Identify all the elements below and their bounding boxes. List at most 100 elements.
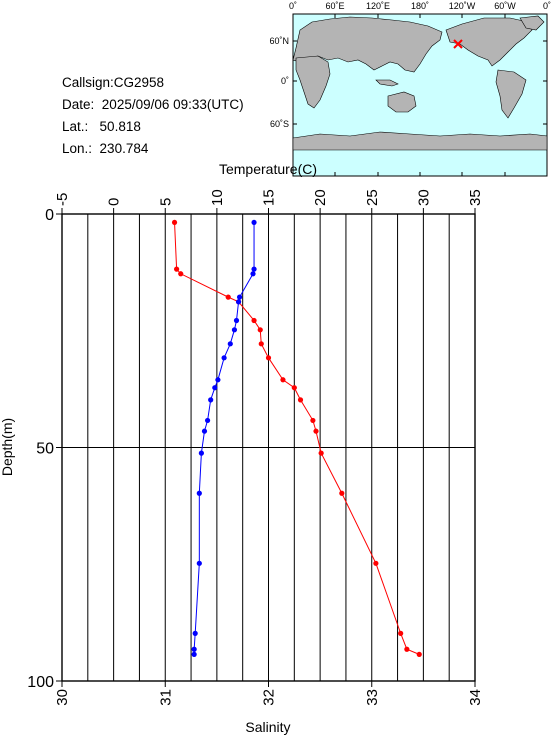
salinity-tick-label: 33: [364, 689, 381, 706]
chart-series: [171, 219, 422, 657]
plot-frame: [61, 213, 476, 682]
temperature-profile-line: [174, 222, 420, 655]
map-lon-tick-6: 0˚: [543, 1, 551, 11]
salinity-data-point: [251, 219, 257, 226]
station-info: Callsign:CG2958 Date: 2025/09/06 09:33(U…: [62, 72, 244, 160]
salinity-profile-line: [193, 222, 255, 655]
station-marker: [453, 39, 463, 49]
temperature-data-point: [265, 355, 272, 361]
salinity-data-point: [198, 450, 204, 456]
temperature-data-point: [171, 219, 178, 226]
depth-tick-label: 0: [45, 207, 54, 224]
map-land: [292, 15, 548, 151]
map-lat-tick-2: 60˚S: [270, 119, 289, 129]
location-map: 0˚ 60˚E 120˚E 180˚ 120˚W 60˚W 0˚ 60˚N 0˚…: [269, 1, 551, 177]
salinity-data-point: [192, 630, 198, 636]
map-lon-tick-3: 180˚: [411, 1, 429, 11]
date-label: Date:: [62, 97, 95, 112]
station-marker-stroke-b: [453, 39, 463, 49]
salinity-data-point: [191, 651, 197, 657]
temperature-data-point: [258, 341, 264, 347]
land-indonesia: [375, 79, 399, 87]
lon-label: Lon.:: [62, 141, 93, 156]
land-south-america: [495, 69, 527, 119]
temperature-data-point: [280, 377, 286, 383]
map-lat-tick-1: 0˚: [281, 76, 289, 86]
temperature-data-point: [297, 397, 304, 403]
temperature-data-point: [291, 385, 297, 391]
map-lon-tick-4: 120˚W: [449, 1, 476, 11]
callsign-value: CG2958: [113, 75, 165, 90]
map-lat-ticks: 60˚N 0˚ 60˚S: [269, 36, 289, 129]
lon-line: Lon.: 230.784: [62, 138, 244, 160]
salinity-data-point: [196, 490, 202, 496]
map-tick-marks: [292, 14, 548, 176]
temperature-data-point: [257, 327, 263, 333]
callsign-line: Callsign:CG2958: [62, 72, 244, 94]
salinity-data-point: [251, 266, 257, 272]
map-lon-tick-5: 60˚W: [494, 1, 516, 11]
temperature-data-point: [310, 417, 316, 424]
chart-grid: [62, 214, 475, 681]
lat-line: Lat.: 50.818: [62, 116, 244, 138]
callsign-label: Callsign:: [62, 75, 114, 90]
land-africa: [295, 55, 331, 109]
temperature-data-point: [339, 490, 345, 496]
map-lon-ticks: 0˚ 60˚E 120˚E 180˚ 120˚W 60˚W 0˚: [289, 1, 551, 11]
land-australia: [387, 91, 417, 113]
temperature-tick-label: 25: [364, 189, 381, 206]
salinity-data-point: [250, 271, 256, 277]
map-lon-tick-1: 60˚E: [325, 1, 344, 11]
salinity-axis-label: Salinity: [245, 719, 290, 735]
map-lat-tick-0: 60˚N: [269, 36, 289, 46]
date-line: Date: 2025/09/06 09:33(UTC): [62, 94, 244, 116]
land-antarctica: [292, 131, 548, 151]
temperature-tick-label: 10: [209, 189, 226, 206]
temperature-data-point: [404, 646, 410, 652]
salinity-tick-label: 31: [157, 689, 174, 706]
temperature-tick-label: 35: [467, 189, 484, 206]
depth-axis-label: Depth(m): [0, 418, 15, 476]
salinity-data-point: [235, 299, 242, 305]
land-greenland: [519, 15, 545, 31]
land-europe-asia: [292, 16, 443, 73]
map-lon-tick-0: 0˚: [289, 1, 297, 11]
salinity-data-point: [191, 646, 197, 652]
temperature-data-point: [235, 299, 242, 305]
salinity-data-point: [212, 385, 218, 391]
salinity-data-point: [208, 397, 214, 403]
temperature-tick-label: 5: [157, 198, 174, 206]
temperature-data-point: [416, 651, 422, 657]
temperature-tick-label: -5: [54, 193, 71, 206]
temperature-tick-label: 15: [261, 189, 278, 206]
land-north-america: [445, 17, 533, 67]
salinity-data-point: [221, 355, 227, 361]
temperature-data-point: [178, 271, 184, 277]
temperature-data-point: [251, 317, 257, 324]
temperature-data-point: [398, 630, 404, 636]
lat-label: Lat.:: [62, 119, 89, 134]
temperature-tick-label: 20: [312, 189, 329, 206]
lon-value: 230.784: [99, 141, 149, 156]
salinity-data-point: [236, 294, 243, 300]
temperature-tick-label: 30: [415, 189, 432, 206]
depth-tick-label: 100: [27, 674, 54, 691]
lat-value: 50.818: [99, 119, 141, 134]
temperature-data-point: [225, 294, 231, 300]
temperature-data-point: [174, 266, 180, 272]
salinity-data-point: [196, 560, 202, 566]
salinity-tick-label: 34: [467, 689, 484, 706]
temperature-data-point: [318, 450, 324, 456]
salinity-data-point: [227, 341, 233, 347]
temperature-data-point: [373, 560, 379, 566]
salinity-data-point: [201, 428, 208, 434]
salinity-data-point: [215, 377, 221, 383]
temperature-data-point: [313, 428, 319, 434]
salinity-tick-label: 30: [54, 689, 71, 706]
depth-tick-label: 50: [36, 441, 54, 458]
salinity-data-point: [204, 417, 211, 424]
salinity-data-point: [233, 317, 240, 324]
map-lon-tick-2: 120˚E: [366, 1, 390, 11]
date-value: 2025/09/06 09:33(UTC): [101, 97, 244, 112]
